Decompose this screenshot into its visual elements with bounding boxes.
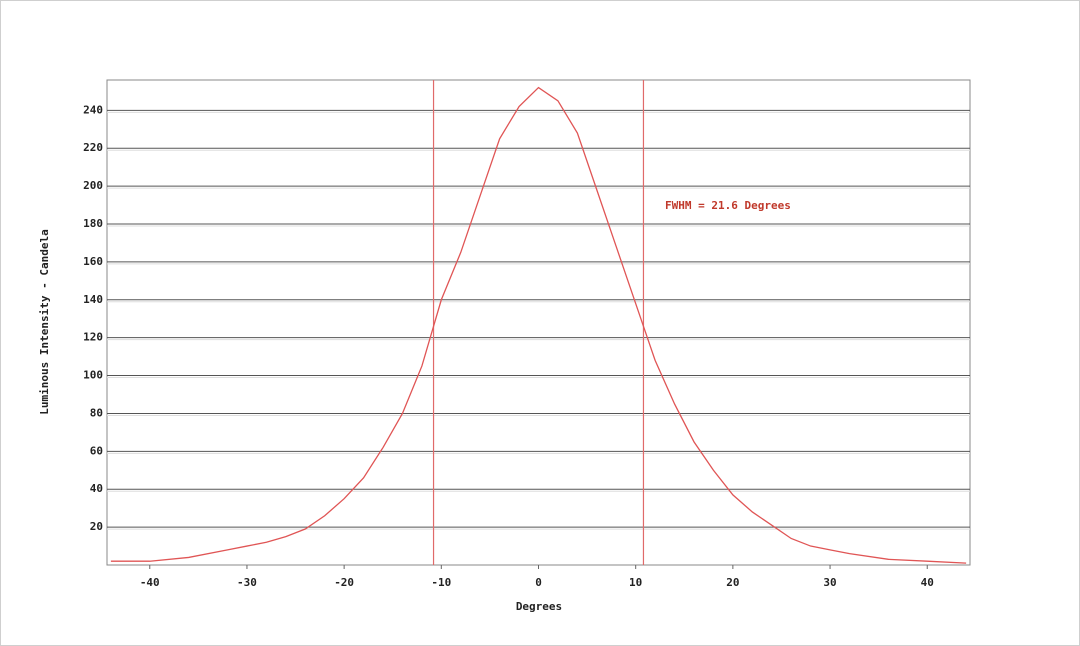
y-tick-label: 40 — [90, 482, 103, 495]
x-tick-label: 30 — [823, 576, 836, 589]
y-tick-label: 20 — [90, 520, 103, 533]
plot-area — [106, 79, 971, 566]
y-tick-label: 60 — [90, 444, 103, 457]
x-tick-label: -10 — [431, 576, 451, 589]
x-tick-label: -30 — [237, 576, 257, 589]
y-tick-label: 160 — [83, 255, 103, 268]
y-tick-label: 200 — [83, 179, 103, 192]
y-axis-label: Luminous Intensity - Candela — [38, 229, 51, 414]
x-tick-label: -20 — [334, 576, 354, 589]
x-tick-label: 0 — [535, 576, 542, 589]
x-tick-label: -40 — [140, 576, 160, 589]
y-tick-label: 100 — [83, 369, 103, 382]
y-tick-label: 240 — [83, 103, 103, 116]
y-tick-label: 140 — [83, 293, 103, 306]
y-tick-label: 220 — [83, 141, 103, 154]
x-tick-label: 40 — [921, 576, 934, 589]
curve — [110, 86, 967, 564]
x-axis-label: Degrees — [516, 600, 562, 613]
y-tick-label: 180 — [83, 217, 103, 230]
y-tick-label: 80 — [90, 406, 103, 419]
annotation: FWHM = 21.6 Degrees — [665, 199, 791, 212]
x-tick-label: 10 — [629, 576, 642, 589]
x-tick-label: 20 — [726, 576, 739, 589]
y-tick-label: 120 — [83, 331, 103, 344]
